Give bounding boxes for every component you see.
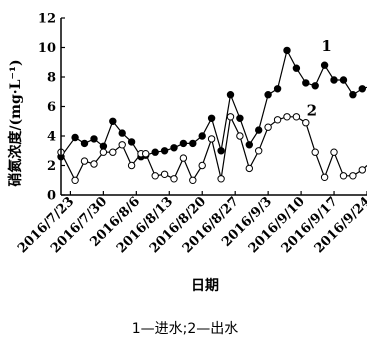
data-point-series-2 — [90, 160, 98, 168]
series-label-2: 2 — [307, 102, 317, 120]
y-ticks: 0 2 4 6 8 10 12 — [38, 12, 65, 204]
data-point-series-2 — [330, 148, 338, 156]
data-point-series-2 — [198, 161, 206, 170]
data-point-series-1 — [71, 133, 79, 142]
data-point-series-2 — [339, 172, 348, 180]
y-axis-title: 硝氮浓度/(mg·L⁻¹) — [7, 59, 24, 186]
data-point-series-2 — [311, 148, 319, 156]
data-point-series-1 — [302, 79, 310, 87]
data-point-series-1 — [311, 82, 319, 90]
data-point-series-1 — [273, 85, 282, 93]
y-tick-label: 4 — [47, 130, 56, 145]
data-point-series-2 — [236, 132, 244, 140]
data-point-series-2 — [127, 161, 136, 170]
data-point-series-1 — [109, 117, 117, 126]
data-point-series-2 — [273, 116, 282, 124]
data-point-series-1 — [160, 147, 169, 155]
data-point-series-2 — [292, 113, 301, 121]
data-point-series-2 — [283, 113, 291, 121]
y-tick-label: 8 — [47, 71, 56, 86]
data-point-series-2 — [170, 175, 178, 183]
data-point-series-2 — [358, 166, 366, 174]
y-tick-label: 12 — [38, 12, 56, 27]
y-tick-label: 10 — [38, 41, 56, 56]
data-point-series-2 — [99, 148, 108, 156]
data-point-series-1 — [339, 76, 348, 84]
data-point-series-1 — [283, 46, 291, 55]
data-point-series-2 — [151, 172, 159, 180]
data-point-series-1 — [80, 139, 89, 148]
data-point-series-1 — [292, 64, 301, 72]
data-point-series-1 — [118, 129, 126, 137]
data-point-series-2 — [320, 173, 329, 182]
data-point-series-1 — [151, 148, 159, 156]
data-point-series-1 — [264, 91, 272, 99]
data-point-series-2 — [349, 172, 357, 180]
data-point-series-1 — [90, 135, 98, 143]
data-point-series-1 — [255, 126, 263, 134]
y-tick-label: 0 — [47, 189, 56, 204]
data-point-series-2 — [245, 164, 254, 173]
data-point-series-2 — [264, 123, 272, 131]
data-point-series-1 — [236, 114, 244, 123]
data-point-series-2 — [207, 135, 216, 143]
data-point-series-1 — [217, 147, 225, 155]
data-point-series-1 — [170, 144, 178, 152]
data-point-series-2 — [142, 150, 150, 158]
data-point-series-1 — [189, 139, 197, 148]
data-point-series-2 — [189, 176, 197, 185]
data-point-series-2 — [71, 176, 79, 185]
data-point-series-2 — [217, 175, 225, 183]
series-line-1 — [60, 48, 367, 158]
y-tick-label: 6 — [47, 100, 56, 115]
data-point-series-1 — [245, 141, 254, 149]
data-point-series-2 — [255, 147, 263, 155]
data-point-series-2 — [226, 113, 235, 121]
data-point-series-1 — [207, 114, 216, 123]
data-point-series-1 — [226, 91, 235, 99]
data-point-series-1 — [349, 91, 357, 99]
data-point-series-2 — [109, 148, 117, 156]
data-point-series-2 — [160, 170, 169, 179]
data-point-series-1 — [330, 76, 338, 84]
data-point-series-2 — [80, 157, 89, 165]
figure-caption: 1—进水;2—出水 — [132, 321, 239, 337]
data-point-series-2 — [179, 154, 188, 162]
series-label-1: 1 — [321, 37, 331, 55]
data-point-series-1 — [358, 85, 366, 93]
data-point-series-1 — [198, 132, 206, 140]
data-point-series-1 — [179, 139, 188, 148]
data-point-series-2 — [118, 141, 126, 149]
series-layer: 12 — [57, 37, 367, 185]
x-axis-title: 日期 — [191, 278, 219, 294]
data-point-series-1 — [127, 138, 136, 146]
data-point-series-2 — [302, 119, 310, 127]
series-line-2 — [60, 114, 367, 182]
y-tick-label: 2 — [47, 159, 56, 174]
data-point-series-1 — [320, 61, 329, 69]
